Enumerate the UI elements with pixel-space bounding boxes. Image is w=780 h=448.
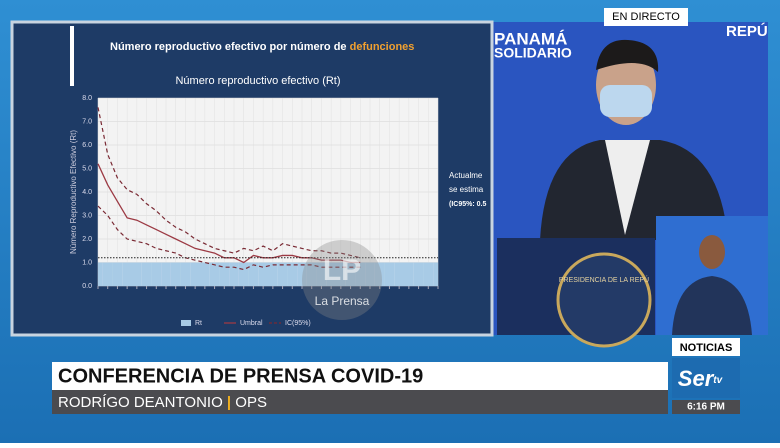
area-segment [200, 262, 210, 286]
area-segment [413, 262, 424, 286]
live-badge [604, 8, 688, 26]
area-segment [297, 262, 307, 286]
slide-title: Número reproductivo efectivo por número … [110, 41, 414, 53]
area-segment [102, 262, 113, 286]
watermark-circle [302, 240, 382, 320]
area-segment [258, 262, 268, 286]
channel-logo: Sertv [678, 366, 724, 391]
area-segment [384, 262, 395, 286]
area-segment [161, 262, 171, 286]
logo-box [672, 358, 740, 398]
area-segment [355, 262, 366, 286]
y-axis-label: Número Reproductivo Efectivo (Rt) [69, 130, 78, 254]
speaker-bar [52, 390, 668, 414]
area-segment [268, 262, 278, 286]
area-segment [336, 262, 346, 286]
interpreter-head [699, 235, 725, 269]
area-segment [287, 262, 298, 286]
time-bar [672, 400, 740, 414]
area-segment [229, 262, 239, 286]
area-segment [180, 262, 191, 286]
slide-title-highlight: defunciones [350, 41, 415, 53]
area-segment [170, 262, 181, 286]
slide-accent [70, 26, 74, 86]
area-segment [151, 262, 162, 286]
area-segment [141, 262, 152, 286]
ci-upper [97, 107, 361, 259]
area-segment [122, 262, 132, 286]
area-segment [219, 262, 230, 286]
area-segment [433, 262, 438, 286]
area-segment [316, 262, 327, 286]
area-segment [404, 262, 414, 286]
side-text: (IC95%: 0.5 [449, 201, 486, 208]
area-segment [326, 262, 336, 286]
affiliation: OPS [235, 394, 267, 411]
area-segment [345, 262, 356, 286]
slide-title-text: Número reproductivo efectivo por número … [110, 41, 347, 53]
interpreter [672, 276, 752, 335]
legend-label: Umbral [240, 320, 263, 327]
y-tick-label: 2.0 [82, 236, 92, 243]
watermark: La Prensa [315, 294, 370, 308]
time: 6:16 PM [687, 402, 725, 413]
ci-lower [97, 205, 361, 271]
seal [556, 252, 652, 348]
backdrop-text: SOLIDARIO [494, 45, 572, 61]
legend-label: Rt [195, 320, 202, 327]
y-tick-label: 3.0 [82, 212, 92, 219]
area-segment [98, 262, 103, 286]
y-tick-label: 6.0 [82, 142, 92, 149]
backdrop-text: REPÚ [726, 22, 768, 40]
area-segment [248, 262, 259, 286]
y-tick-label: 1.0 [82, 259, 92, 266]
area-segment [190, 262, 200, 286]
watermark-logo: LP [323, 254, 361, 287]
area-segment [306, 262, 317, 286]
y-tick-label: 4.0 [82, 189, 92, 196]
area-segment [112, 262, 123, 286]
area-segment [209, 262, 220, 286]
area-segment [365, 262, 375, 286]
y-tick-label: 5.0 [82, 165, 92, 172]
area-segment [277, 262, 288, 286]
headline: CONFERENCIA DE PRENSA COVID-19 [58, 365, 423, 387]
speaker: RODRÍGO DEANTONIO [58, 394, 223, 411]
speaker-hair [596, 39, 659, 72]
side-text: se estima [449, 185, 484, 194]
area-segment [238, 262, 249, 286]
mask [600, 85, 652, 117]
headline-bar [52, 362, 668, 390]
area-segment [374, 262, 385, 286]
channel: Ser [678, 366, 715, 391]
area-segment [423, 262, 434, 286]
backdrop-text: PANAMÁ [494, 29, 567, 48]
y-tick-label: 0.0 [82, 283, 92, 290]
podium-text: PRESIDENCIA DE LA REPÚ [559, 275, 649, 284]
y-tick-label: 8.0 [82, 95, 92, 102]
line [97, 163, 361, 264]
side-text: Actualme [449, 171, 483, 180]
plot: 0.0 1.0 2.0 3.0 4.0 5.0 6.0 7.0 8.0 Rt Umbral IC(95… [82, 95, 439, 327]
section: NOTICIAS [680, 342, 733, 354]
area-segment [132, 262, 142, 286]
speaker-shirt [605, 140, 650, 235]
live-text: EN DIRECTO [612, 11, 680, 23]
legend-swatch [181, 320, 191, 326]
y-tick-label: 7.0 [82, 118, 92, 125]
channel-suffix: tv [713, 375, 723, 386]
legend-label: IC(95%) [285, 320, 311, 327]
speaker-line: RODRÍGO DEANTONIO | OPS [58, 394, 267, 411]
area-segment [394, 262, 404, 286]
section-badge [672, 338, 740, 356]
chart-title: Número reproductivo efectivo (Rt) [175, 75, 340, 87]
